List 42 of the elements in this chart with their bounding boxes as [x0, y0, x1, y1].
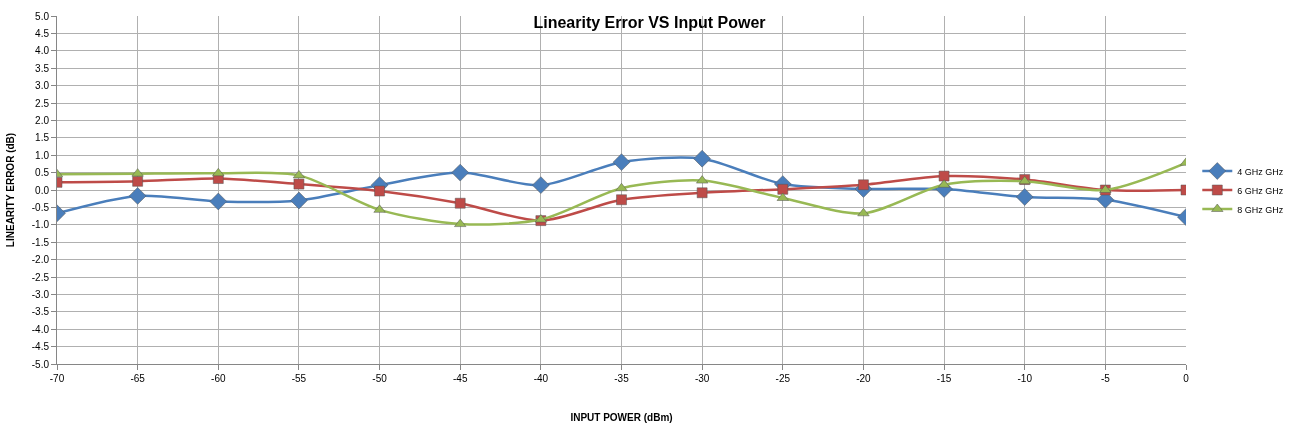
x-tick-label: -60 — [211, 373, 226, 384]
x-tick-label: -45 — [452, 373, 468, 384]
x-tick-label: -30 — [694, 373, 710, 384]
y-tick-label: -5.0 — [31, 358, 50, 370]
x-tick-label: -15 — [936, 373, 952, 384]
y-tick-label: 3.5 — [35, 62, 50, 74]
legend-label: 8 GHz GHz — [1237, 204, 1284, 215]
y-tick-label: 4.5 — [35, 27, 50, 39]
x-tick-label: -70 — [49, 373, 65, 384]
x-tick-label: -40 — [533, 373, 549, 384]
y-tick-label: -2.0 — [31, 254, 50, 266]
y-axis-title: LINEARITY ERROR (dB) — [4, 132, 16, 248]
y-tick-label: -0.5 — [31, 201, 50, 213]
legend-label: 4 GHz GHz — [1237, 166, 1284, 177]
x-tick-label: -35 — [614, 373, 630, 384]
x-tick-label: -50 — [372, 373, 388, 384]
y-tick-label: 5.0 — [35, 10, 50, 22]
y-tick-label: -2.5 — [31, 271, 50, 283]
y-tick-label: 1.5 — [35, 132, 50, 144]
x-tick-label: 0 — [1183, 373, 1190, 384]
chart-title: Linearity Error VS Input Power — [533, 14, 766, 32]
x-tick-label: -5 — [1100, 373, 1111, 384]
y-tick-label: 3.0 — [35, 80, 50, 92]
y-tick-label: 0.0 — [35, 184, 50, 196]
x-tick-label: -25 — [775, 373, 791, 384]
y-tick-label: 0.5 — [35, 167, 50, 179]
x-tick-label: -20 — [856, 373, 872, 384]
y-tick-label: -1.5 — [31, 236, 50, 248]
y-tick-label: -4.5 — [31, 341, 50, 353]
y-tick-label: -3.0 — [31, 288, 50, 300]
y-tick-label: -1.0 — [31, 219, 50, 231]
x-tick-label: -10 — [1017, 373, 1033, 384]
legend-label: 6 GHz GHz — [1237, 185, 1284, 196]
x-axis-title: INPUT POWER (dBm) — [570, 411, 673, 423]
y-tick-label: 2.5 — [35, 97, 50, 109]
y-tick-label: 2.0 — [35, 114, 50, 126]
x-tick-label: -55 — [291, 373, 307, 384]
y-tick-label: 1.0 — [35, 149, 50, 161]
y-tick-label: -3.5 — [31, 306, 50, 318]
y-tick-label: 4.0 — [35, 45, 50, 57]
y-tick-label: -4.0 — [31, 323, 50, 335]
x-tick-label: -65 — [130, 373, 146, 384]
